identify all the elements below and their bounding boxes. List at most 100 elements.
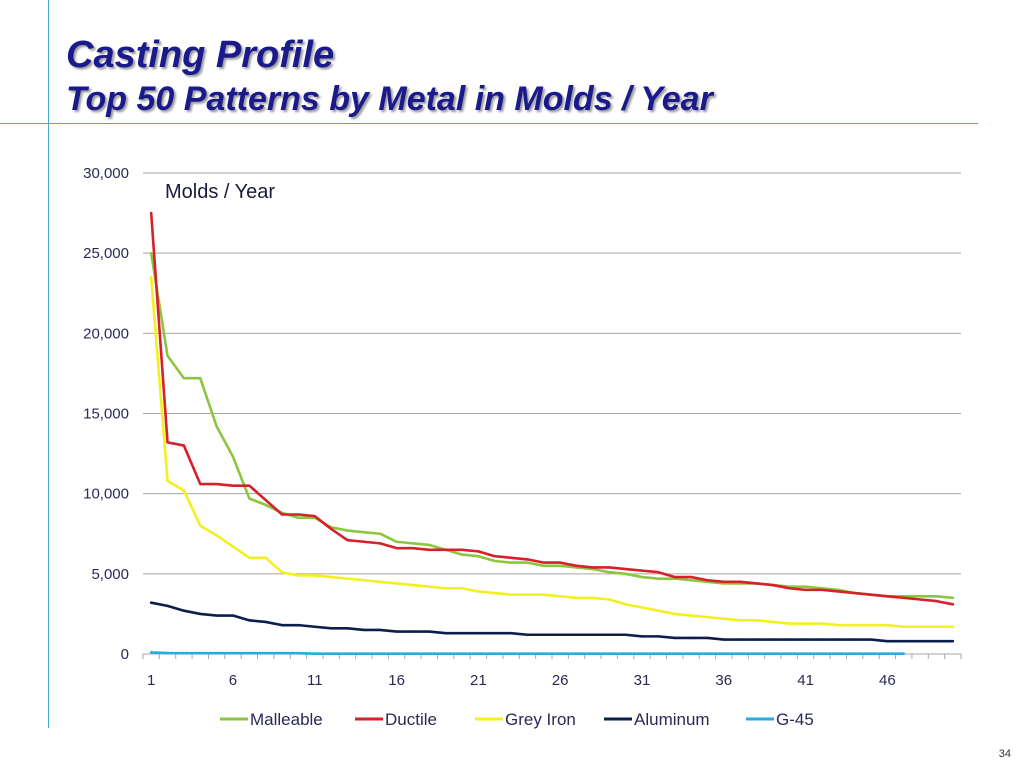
data-point <box>264 620 267 624</box>
data-point <box>771 620 775 624</box>
data-point <box>640 575 644 579</box>
data-point <box>526 558 529 561</box>
data-point <box>706 636 709 640</box>
data-point <box>820 588 824 592</box>
data-point <box>444 652 447 655</box>
legend-item: Aluminum <box>604 710 710 729</box>
data-point <box>526 652 529 655</box>
data-point <box>755 652 758 655</box>
data-point <box>166 354 169 357</box>
data-point <box>215 425 218 428</box>
data-point <box>918 595 922 598</box>
data-point <box>362 530 366 534</box>
data-point <box>673 636 676 640</box>
legend-item: Ductile <box>355 710 437 729</box>
data-point <box>444 587 447 590</box>
data-point <box>689 636 693 640</box>
data-point <box>755 638 758 641</box>
data-point <box>264 498 267 502</box>
data-point <box>477 590 480 593</box>
data-point <box>313 625 316 628</box>
x-tick-label: 31 <box>634 672 651 689</box>
data-point <box>591 652 595 655</box>
data-point <box>379 628 382 632</box>
data-point <box>182 377 186 380</box>
data-point <box>673 652 676 655</box>
data-point <box>526 593 529 596</box>
data-point <box>509 556 513 559</box>
data-point <box>248 619 251 622</box>
y-axis-ticks: 0 5,000 10,000 15,000 20,000 25,000 30,000 <box>83 165 129 663</box>
legend-item: Malleable <box>220 710 323 729</box>
x-axis-ticks: 1 6 11 16 21 26 31 36 41 46 <box>142 654 962 689</box>
data-point <box>477 554 480 558</box>
legend-label: Ductile <box>385 710 437 729</box>
data-point <box>558 652 562 655</box>
data-point <box>297 623 300 627</box>
data-point <box>657 635 660 638</box>
data-point <box>624 572 627 576</box>
series-grey-iron <box>149 275 955 629</box>
data-point <box>199 377 202 380</box>
data-point <box>199 524 202 527</box>
x-tick-label: 11 <box>307 672 323 689</box>
data-point <box>297 516 300 519</box>
data-point <box>542 593 546 596</box>
data-point <box>362 652 366 655</box>
data-point <box>444 548 447 551</box>
data-point <box>951 596 955 600</box>
data-point <box>837 623 840 627</box>
data-point <box>215 534 218 537</box>
data-point <box>493 559 496 563</box>
data-point <box>395 652 398 655</box>
data-point <box>215 651 218 655</box>
series-ductile <box>149 211 955 606</box>
data-point <box>624 652 627 655</box>
data-point <box>346 627 349 630</box>
data-point <box>329 652 333 655</box>
x-tick-label: 6 <box>229 672 237 689</box>
data-point <box>608 652 611 655</box>
data-point <box>624 603 627 606</box>
data-point <box>886 595 889 598</box>
data-point <box>575 652 578 655</box>
data-point <box>738 638 742 641</box>
data-point <box>853 652 856 655</box>
data-point <box>804 638 807 641</box>
data-point <box>640 569 644 572</box>
data-point <box>428 630 431 633</box>
data-point <box>379 542 382 545</box>
data-point <box>231 614 235 617</box>
data-point <box>411 583 415 587</box>
data-point <box>199 651 202 655</box>
data-point <box>313 652 316 655</box>
data-point <box>886 639 889 643</box>
data-point <box>313 514 316 518</box>
data-point <box>771 638 775 641</box>
data-point <box>509 561 513 564</box>
vertical-divider <box>48 0 49 728</box>
series-malleable <box>149 251 955 600</box>
data-point <box>935 625 938 628</box>
data-point <box>526 561 529 564</box>
data-point <box>820 622 824 625</box>
data-point <box>313 574 316 577</box>
data-point <box>542 652 546 655</box>
data-point <box>575 596 578 600</box>
data-point <box>166 651 169 655</box>
data-point <box>215 482 218 486</box>
data-point <box>722 580 725 584</box>
data-point <box>706 615 709 619</box>
data-point <box>477 631 480 635</box>
data-point <box>558 564 562 568</box>
data-point <box>379 652 382 655</box>
slide-subtitle: Top 50 Patterns by Metal in Molds / Year <box>66 80 713 118</box>
data-point <box>428 652 431 655</box>
chart-legend: Malleable Ductile Grey Iron Aluminum G-45 <box>220 710 814 729</box>
data-point <box>166 479 169 483</box>
data-point <box>346 538 349 542</box>
data-point <box>509 652 513 655</box>
data-point <box>297 574 300 577</box>
data-point <box>149 601 153 604</box>
data-point <box>608 566 611 569</box>
